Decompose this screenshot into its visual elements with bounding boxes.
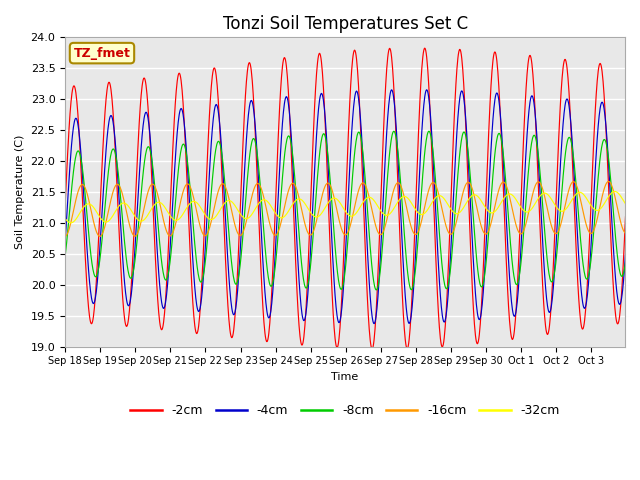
Line: -2cm: -2cm — [65, 48, 626, 349]
Title: Tonzi Soil Temperatures Set C: Tonzi Soil Temperatures Set C — [223, 15, 468, 33]
Line: -32cm: -32cm — [65, 192, 626, 223]
Line: -16cm: -16cm — [65, 181, 626, 237]
Y-axis label: Soil Temperature (C): Soil Temperature (C) — [15, 135, 25, 249]
X-axis label: Time: Time — [332, 372, 358, 382]
Line: -4cm: -4cm — [65, 90, 626, 324]
Text: TZ_fmet: TZ_fmet — [74, 47, 131, 60]
Legend: -2cm, -4cm, -8cm, -16cm, -32cm: -2cm, -4cm, -8cm, -16cm, -32cm — [125, 399, 565, 422]
Line: -8cm: -8cm — [65, 131, 626, 290]
